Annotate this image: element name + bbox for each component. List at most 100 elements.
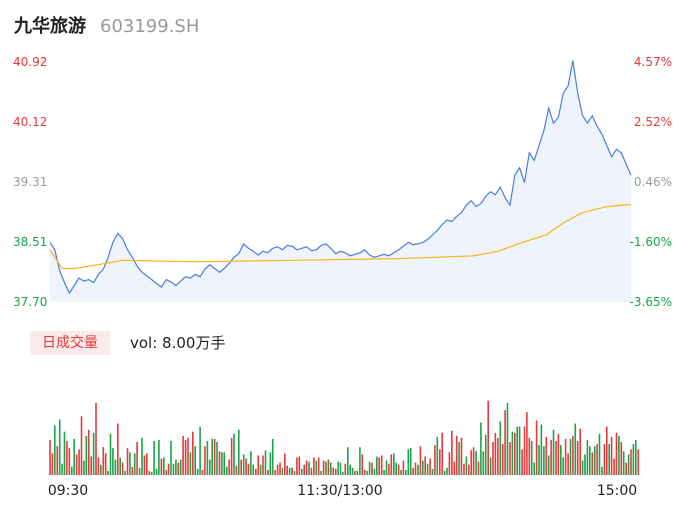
volume-bar xyxy=(150,471,153,475)
volume-bar xyxy=(376,456,378,475)
price-series-line xyxy=(49,60,632,295)
volume-bar xyxy=(179,459,182,475)
volume-readout: vol: 8.00万手 xyxy=(130,334,226,352)
volume-bar xyxy=(218,451,221,475)
volume-bar xyxy=(347,447,349,475)
volume-bar xyxy=(581,460,584,475)
volume-bar xyxy=(637,449,640,476)
volume-bar xyxy=(196,468,199,475)
volume-bar xyxy=(163,457,165,475)
volume-bar xyxy=(562,457,564,475)
volume-bar xyxy=(574,423,577,475)
volume-bar xyxy=(121,462,124,475)
volume-bar xyxy=(586,440,589,475)
volume-bar xyxy=(475,451,477,475)
volume-bar xyxy=(429,458,431,475)
volume-bar xyxy=(262,455,264,475)
volume-bar xyxy=(71,466,73,475)
volume-bar xyxy=(393,453,395,475)
volume-bar xyxy=(613,458,615,475)
volume-bar xyxy=(441,432,443,475)
daily-volume-tab[interactable]: 日成交量 xyxy=(30,331,110,355)
volume-bar xyxy=(339,462,342,475)
volume-bar xyxy=(465,456,468,475)
volume-bar xyxy=(555,441,557,475)
volume-bar xyxy=(409,448,412,475)
volume-bar xyxy=(245,458,247,475)
volume-bar xyxy=(129,452,131,475)
volume-bar xyxy=(83,460,85,475)
volume-bar xyxy=(167,463,170,475)
volume-bar xyxy=(112,448,114,475)
y-left-tick-label: 37.70 xyxy=(13,295,47,309)
volume-bar xyxy=(206,441,209,475)
volume-bar xyxy=(543,446,545,475)
volume-bar xyxy=(552,429,555,475)
volume-bar xyxy=(126,448,129,475)
volume-bar xyxy=(535,420,538,475)
volume-bar xyxy=(606,426,608,475)
volume-bar xyxy=(560,445,562,475)
volume-bar xyxy=(51,453,54,475)
volume-bar xyxy=(201,469,204,476)
volume-bar xyxy=(308,461,310,475)
volume-bar xyxy=(489,457,492,475)
volume-bar xyxy=(291,467,293,475)
volume-bar xyxy=(279,462,281,475)
y-right-tick-label: -1.60% xyxy=(630,235,672,249)
volume-bar xyxy=(390,454,393,475)
volume-bar xyxy=(446,467,448,475)
volume-bar xyxy=(95,402,97,475)
volume-bar xyxy=(131,466,134,475)
volume-bar xyxy=(327,459,330,475)
volume-bar xyxy=(426,463,429,475)
volume-bar xyxy=(349,464,351,475)
volume-bar xyxy=(187,437,189,475)
volume-bar xyxy=(301,468,303,475)
volume-bar xyxy=(240,459,242,475)
volume-bar xyxy=(233,433,235,475)
x-tick-label: 15:00 xyxy=(597,483,637,499)
volume-bar xyxy=(97,457,100,475)
volume-bar xyxy=(172,463,175,475)
volume-bar xyxy=(286,465,288,475)
volume-bar xyxy=(593,446,596,475)
volume-bar xyxy=(630,449,632,476)
volume-bar xyxy=(439,449,441,476)
volume-bar xyxy=(75,454,78,475)
volume-bar xyxy=(405,469,407,476)
volume-bar xyxy=(598,433,601,475)
volume-bar xyxy=(332,467,334,475)
volume-bar xyxy=(451,430,453,475)
volume-bar xyxy=(189,452,192,475)
volume-bar xyxy=(487,400,489,475)
volume-bars xyxy=(49,400,640,476)
volume-bar xyxy=(257,455,259,475)
volume-bar xyxy=(351,467,354,475)
volume-bar xyxy=(482,451,485,475)
volume-bar xyxy=(400,469,402,476)
volume-bar xyxy=(177,462,180,475)
y-left-tick-label: 40.92 xyxy=(13,55,47,69)
volume-bar xyxy=(296,457,298,475)
volume-bar xyxy=(61,463,63,475)
volume-bar xyxy=(380,455,383,475)
volume-bar xyxy=(402,460,405,475)
volume-bar xyxy=(388,463,390,475)
volume-bar xyxy=(472,447,475,475)
volume-bar xyxy=(153,441,155,475)
volume-bar xyxy=(528,437,531,475)
volume-bar xyxy=(530,441,533,475)
volume-bar xyxy=(223,452,226,475)
volume-bar xyxy=(58,419,61,475)
volume-bar xyxy=(589,446,591,475)
volume-bar xyxy=(66,441,68,475)
volume-bar xyxy=(100,464,102,475)
volume-bar xyxy=(247,463,250,475)
volume-bar xyxy=(264,450,267,475)
price-line xyxy=(49,60,632,295)
volume-bar xyxy=(477,461,480,475)
volume-bar xyxy=(354,470,356,475)
volume-bar xyxy=(271,438,274,475)
